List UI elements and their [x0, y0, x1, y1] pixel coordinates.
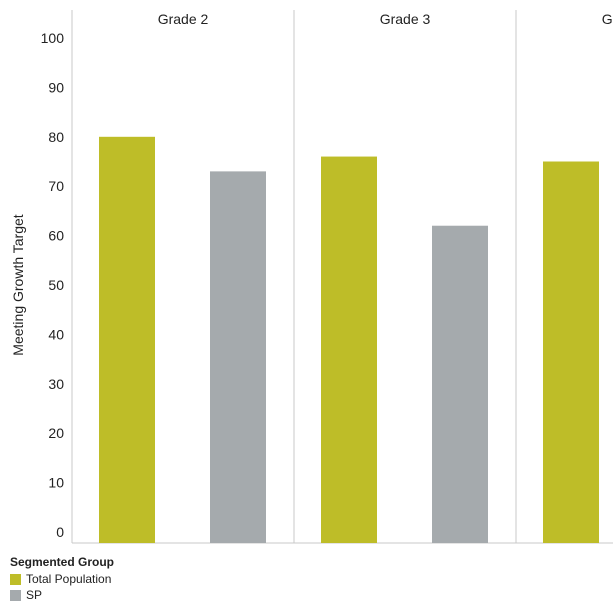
- legend-label-total-population: Total Population: [26, 572, 112, 586]
- legend-swatch-total-population: [10, 573, 21, 585]
- y-tick-label: 80: [48, 129, 64, 145]
- panel-header: Grade 3: [380, 11, 431, 27]
- y-tick-label: 30: [48, 376, 64, 392]
- y-tick-label: 60: [48, 228, 64, 244]
- legend-item-total-population: Total Population: [10, 571, 114, 587]
- bar-total-population-grade-2: [99, 136, 155, 544]
- y-tick-label: 90: [48, 79, 64, 95]
- y-tick-label: 20: [48, 425, 64, 441]
- panel-header: Grade 2: [158, 11, 209, 27]
- chart: 0 10 20 30 40 50 60 70 80 90 100 Meeting Growth Tar…: [10, 10, 613, 544]
- y-tick-label: 0: [56, 524, 64, 540]
- y-tick-label: 70: [48, 178, 64, 194]
- bar-total-population-grade-3: [321, 156, 377, 543]
- bar-sp-grade-3: [432, 225, 488, 543]
- legend: Segmented Group Total Population SP: [10, 555, 114, 603]
- y-tick-label: 100: [41, 30, 65, 46]
- y-tick-label: 50: [48, 277, 64, 293]
- y-axis-label: Meeting Growth Target: [10, 214, 26, 355]
- legend-label-sp: SP: [26, 588, 43, 602]
- legend-swatch-sp: [10, 589, 21, 601]
- bar-total-population-grade-4: [543, 161, 599, 543]
- bar-sp-grade-2: [210, 171, 266, 543]
- y-tick-label: 10: [48, 475, 64, 491]
- y-tick-label: 40: [48, 326, 64, 342]
- legend-title: Segmented Group: [10, 555, 115, 569]
- legend-item-sp: SP: [10, 587, 114, 603]
- panel-header: Grade 4: [602, 11, 613, 27]
